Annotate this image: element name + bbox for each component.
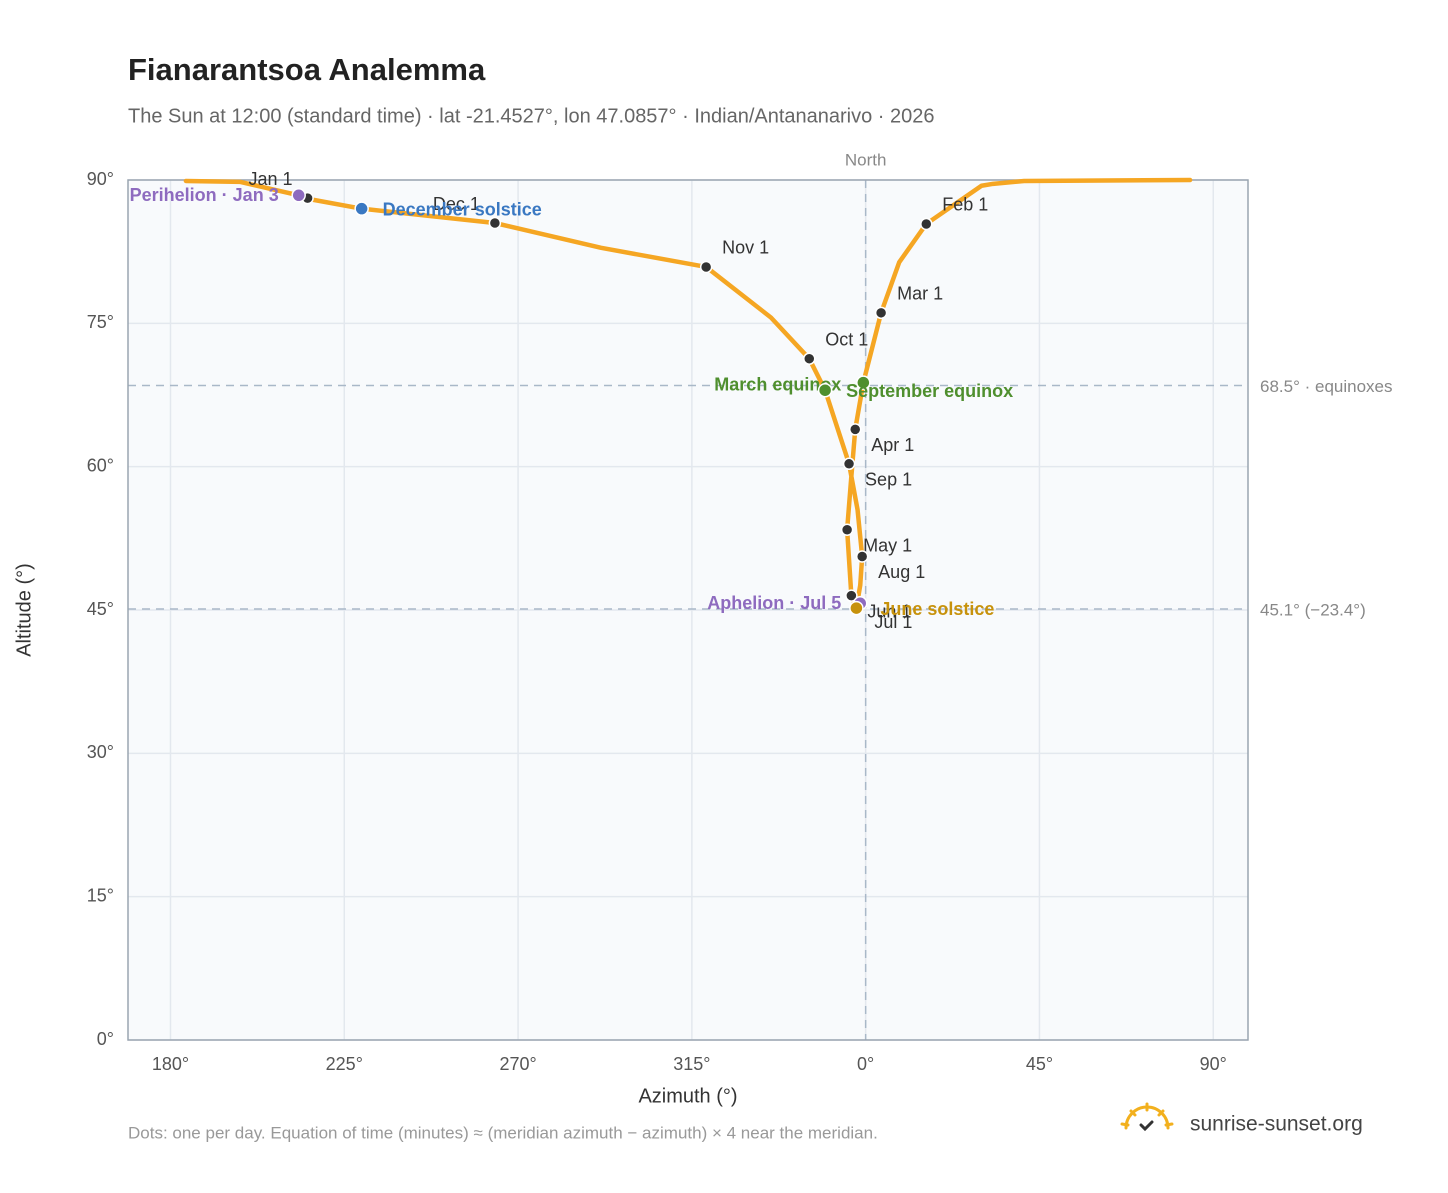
event-label: June solstice [880, 599, 994, 619]
x-tick-label: 45° [1026, 1054, 1053, 1074]
x-tick-label: 315° [673, 1054, 710, 1074]
y-tick-label: 30° [87, 742, 114, 762]
event-label: March equinox [714, 374, 841, 394]
reference-label: 45.1° (−23.4°) [1260, 601, 1366, 620]
brand-name: sunrise-sunset.org [1190, 1113, 1363, 1136]
month-marker [855, 550, 869, 563]
event-label: September equinox [846, 381, 1013, 401]
month-marker [803, 352, 816, 365]
event-label: Perihelion · Jan 3 [130, 185, 279, 205]
event-marker [849, 600, 864, 616]
month-label: Sep 1 [865, 470, 912, 490]
event-label: Aphelion · Jul 5 [707, 593, 841, 613]
chart-title: Fianarantsoa Analemma [128, 52, 486, 87]
reference-label: 68.5° · equinoxes [1260, 377, 1393, 396]
month-label: Oct 1 [825, 329, 868, 349]
month-marker [488, 216, 502, 230]
event-marker [354, 201, 369, 216]
month-marker [848, 423, 862, 436]
month-marker [699, 260, 713, 274]
month-label: Jul 1 [874, 612, 912, 632]
x-tick-label: 225° [326, 1054, 363, 1074]
y-axis-label: Altitude (°) [13, 563, 35, 657]
month-label: Jun 1 [867, 601, 911, 621]
brand-logo [1120, 1102, 1174, 1132]
month-label: Apr 1 [871, 435, 914, 455]
chart-subtitle: The Sun at 12:00 (standard time) · lat -… [128, 105, 935, 127]
month-label: May 1 [863, 535, 912, 555]
x-tick-label: 180° [152, 1054, 189, 1074]
month-label: Aug 1 [878, 562, 925, 582]
y-tick-label: 45° [87, 599, 114, 619]
month-label: Mar 1 [897, 284, 943, 304]
event-marker [291, 188, 306, 203]
y-tick-label: 0° [97, 1029, 114, 1049]
y-tick-label: 15° [87, 885, 114, 905]
month-label: Jan 1 [249, 169, 293, 189]
x-tick-label: 90° [1200, 1054, 1227, 1074]
x-tick-label: 270° [499, 1054, 536, 1074]
event-label: December solstice [383, 199, 542, 219]
event-marker [856, 375, 871, 390]
month-label: Nov 1 [722, 238, 769, 258]
month-marker [842, 457, 856, 471]
month-label: Dec 1 [433, 194, 480, 214]
y-tick-label: 60° [87, 455, 114, 475]
x-tick-label: 0° [857, 1054, 874, 1074]
y-tick-label: 90° [87, 169, 114, 189]
month-marker [845, 589, 858, 602]
month-marker [840, 523, 854, 536]
month-marker [920, 217, 933, 231]
month-label: Feb 1 [942, 195, 988, 215]
meridian-label: North [845, 150, 887, 169]
y-tick-label: 75° [87, 312, 114, 332]
plot-frame [127, 179, 1249, 1041]
event-marker [817, 382, 833, 398]
x-axis-label: Azimuth (°) [638, 1085, 737, 1107]
month-marker [874, 306, 888, 320]
footnote: Dots: one per day. Equation of time (min… [128, 1123, 878, 1142]
